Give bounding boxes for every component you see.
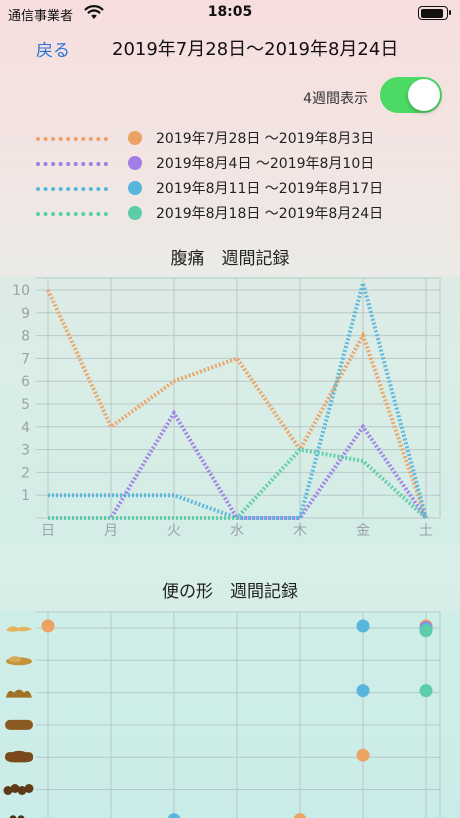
legend-label: 2019年8月18日 ～2019年8月24日 <box>156 206 384 222</box>
week-legend: 2019年7月28日 ～2019年8月3日 2019年8月4日 ～2019年8月1… <box>36 128 436 228</box>
pain-chart-background <box>0 276 460 544</box>
four-week-toggle-label: 4週間表示 <box>303 91 368 107</box>
legend-dot-swatch <box>128 156 142 170</box>
stool-chart-point <box>293 813 307 818</box>
legend-label: 2019年7月28日 ～2019年8月3日 <box>156 131 375 147</box>
pain-chart-x-tick: 金 <box>356 523 370 539</box>
pain-chart-y-tick: 10 <box>12 283 30 299</box>
legend-row: 2019年8月4日 ～2019年8月10日 <box>36 153 436 178</box>
mushy-stool-icon <box>6 656 32 666</box>
toggle-knob <box>408 79 440 111</box>
pain-chart-y-tick: 7 <box>21 351 30 367</box>
lumpy-stool-icon <box>5 750 34 763</box>
legend-row: 2019年8月18日 ～2019年8月24日 <box>36 203 436 228</box>
legend-line-swatch <box>36 162 108 166</box>
wifi-icon <box>84 5 104 19</box>
pain-chart-y-tick: 6 <box>21 374 30 390</box>
pain-chart-series-line <box>46 289 428 519</box>
pain-chart-y-tick: 5 <box>21 397 30 413</box>
pain-chart-y-tick: 9 <box>21 306 30 322</box>
four-week-toggle[interactable] <box>380 77 442 113</box>
battery-icon <box>418 6 451 20</box>
hard-stool-icon <box>3 784 34 795</box>
status-time: 18:05 <box>207 4 253 20</box>
stool-chart-point <box>419 624 433 638</box>
pain-chart-x-tick: 月 <box>104 523 118 539</box>
status-bar: 通信事業者 18:05 <box>0 0 460 28</box>
legend-row: 2019年7月28日 ～2019年8月3日 <box>36 128 436 153</box>
legend-label: 2019年8月4日 ～2019年8月10日 <box>156 156 375 172</box>
stool-chart-title: 便の形 週間記録 <box>162 582 298 602</box>
watery-stool-icon <box>6 626 32 632</box>
stool-chart-point <box>41 619 55 633</box>
legend-dot-swatch <box>128 131 142 145</box>
stool-chart-background <box>0 611 460 818</box>
pain-chart-y-tick: 1 <box>21 488 30 504</box>
pain-chart-x-tick: 土 <box>419 523 433 539</box>
legend-row: 2019年8月11日 ～2019年8月17日 <box>36 178 436 203</box>
legend-line-swatch <box>36 137 108 141</box>
stool-chart-point <box>356 748 370 762</box>
soft-stool-icon <box>6 689 32 698</box>
stool-chart-point <box>356 684 370 698</box>
pain-chart-x-tick: 水 <box>230 523 244 539</box>
stool-chart-point <box>419 684 433 698</box>
pain-chart-y-tick: 4 <box>21 420 30 436</box>
pain-chart-series-line <box>48 447 428 520</box>
pain-chart-y-tick: 2 <box>21 465 30 481</box>
pain-chart-x-tick: 日 <box>41 523 55 539</box>
stool-chart-point <box>356 619 370 633</box>
pain-chart-y-tick: 3 <box>21 443 30 459</box>
pain-chart-x-tick: 木 <box>293 523 307 539</box>
pain-chart-title: 腹痛 週間記録 <box>170 249 290 269</box>
stool-chart-point <box>167 813 181 818</box>
pain-chart-x-tick: 火 <box>167 523 181 539</box>
pain-chart-series-line <box>48 409 428 520</box>
legend-line-swatch <box>36 212 108 216</box>
carrier-name: 通信事業者 <box>8 9 74 24</box>
back-button[interactable]: 戻る <box>36 36 70 61</box>
battery-level <box>420 8 444 18</box>
legend-dot-swatch <box>128 206 142 220</box>
normal-stool-icon <box>5 719 33 730</box>
legend-dot-swatch <box>128 181 142 195</box>
date-range-title: 2019年7月28日～2019年8月24日 <box>112 39 399 60</box>
legend-label: 2019年8月11日 ～2019年8月17日 <box>156 181 384 197</box>
pain-chart-y-tick: 8 <box>21 329 30 345</box>
pellet-stool-icon <box>9 815 25 818</box>
legend-line-swatch <box>36 187 108 191</box>
